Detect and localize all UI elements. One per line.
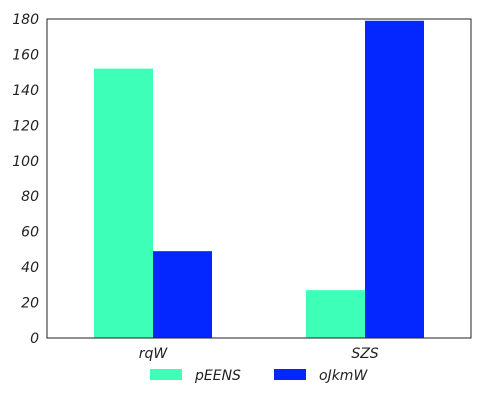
bar-pEENS-rqW	[94, 68, 153, 338]
x-axis: rqW SZS	[139, 346, 379, 362]
legend-label-oJkmW: oJkmW	[319, 368, 368, 384]
y-tick-label: 60	[21, 225, 39, 241]
y-tick-label: 180	[12, 12, 39, 28]
y-tick-label: 120	[12, 118, 39, 134]
y-tick-label: 140	[12, 83, 39, 99]
bars-layer	[94, 20, 424, 339]
bar-pEENS-SZS	[306, 290, 365, 338]
y-tick-label: 100	[12, 154, 39, 170]
y-tick-label: 0	[30, 331, 39, 347]
x-tick-label: SZS	[351, 346, 378, 362]
y-tick-label: 160	[12, 47, 39, 63]
legend-label-pEENS: pEENS	[194, 368, 241, 384]
bar-oJkmW-SZS	[365, 20, 424, 339]
y-axis: 0 20 40 60 80 100 120 140 160 180	[12, 12, 39, 347]
y-tick-label: 20	[21, 296, 39, 312]
y-tick-label: 40	[21, 260, 39, 276]
legend-swatch-pEENS	[150, 369, 182, 380]
x-tick-label: rqW	[139, 346, 169, 362]
legend: pEENS oJkmW	[150, 368, 368, 384]
bar-oJkmW-rqW	[153, 251, 212, 338]
legend-swatch-oJkmW	[274, 369, 306, 380]
y-tick-label: 80	[21, 189, 39, 205]
plot-frame	[46, 18, 472, 339]
